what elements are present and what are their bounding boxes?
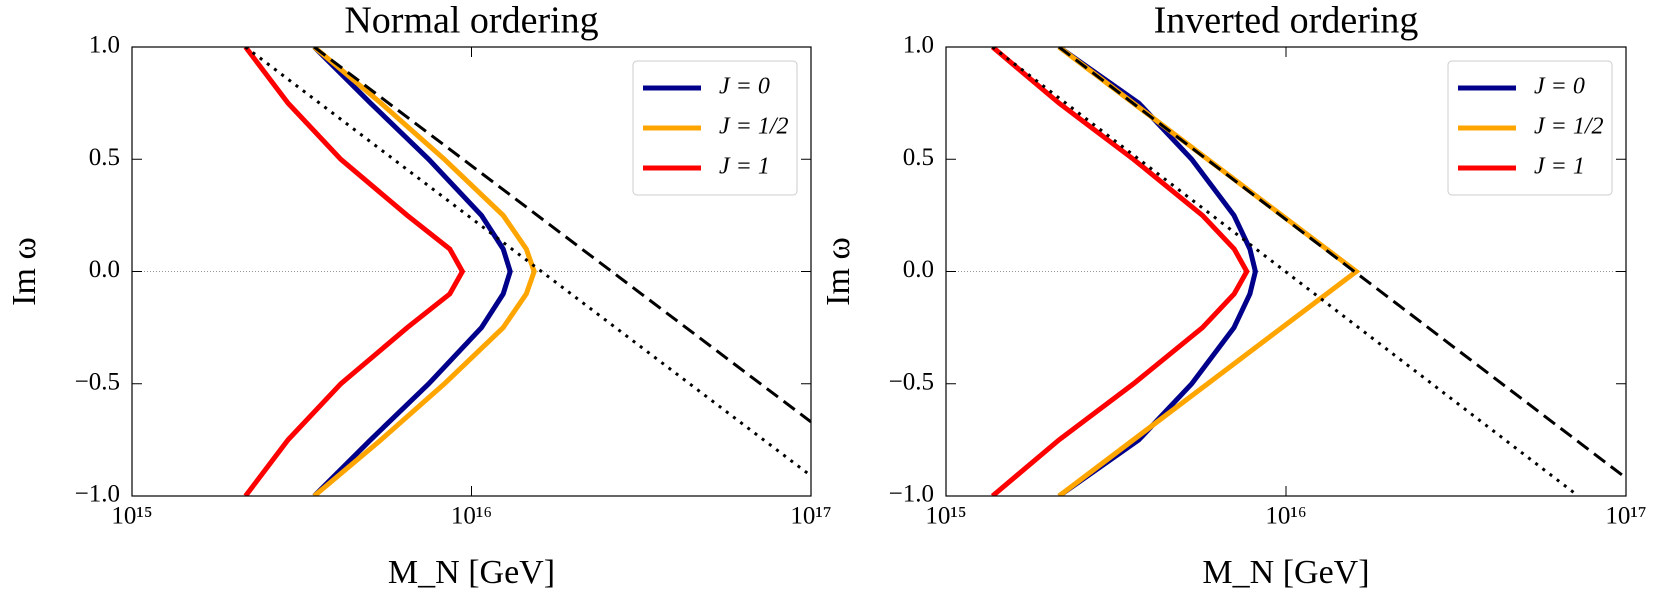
y-tick-label: −0.5	[889, 368, 934, 395]
y-tick-label: 0.5	[89, 144, 120, 171]
series-line	[990, 47, 1250, 496]
legend-label: J = 0	[1534, 74, 1585, 100]
x-tick-label: 10¹⁶	[1265, 503, 1306, 530]
legend-label: J = 0	[719, 74, 770, 100]
chart-title: Normal ordering	[344, 0, 598, 42]
y-axis-label: Im ω	[6, 237, 43, 306]
legend-label: J = 1/2	[1534, 114, 1604, 140]
legend-box	[632, 60, 798, 196]
series-line	[991, 47, 1580, 496]
y-axis-label: Im ω	[820, 237, 857, 306]
y-tick-label: 0.0	[89, 256, 120, 283]
series-line	[1057, 47, 1258, 496]
y-tick-label: −0.5	[75, 368, 120, 395]
y-tick-label: 1.0	[903, 32, 934, 59]
legend-label: J = 1	[1534, 154, 1585, 180]
series-line	[312, 47, 537, 496]
series-line	[1058, 47, 1626, 480]
y-tick-label: 0.0	[903, 256, 934, 283]
x-axis-label: M_N [GeV]	[388, 554, 555, 591]
x-axis-label: M_N [GeV]	[1202, 554, 1369, 591]
legend-label: J = 1/2	[719, 114, 789, 140]
x-tick-label: 10¹⁷	[1605, 503, 1646, 530]
y-tick-label: 0.5	[903, 144, 934, 171]
series-line	[244, 47, 811, 477]
x-tick-label: 10¹⁶	[451, 503, 492, 530]
plot-frame	[131, 46, 812, 497]
panel: Inverted ordering M_N [GeV] Im ω −1.0 −0.5 0.…	[820, 0, 1647, 591]
x-tick-label: 10¹⁵	[111, 503, 152, 530]
legend-label: J = 1	[719, 154, 770, 180]
plot-frame	[945, 46, 1627, 497]
series-line	[1057, 47, 1361, 496]
y-tick-label: 1.0	[89, 32, 120, 59]
y-tick-label: −1.0	[75, 481, 120, 508]
x-tick-label: 10¹⁷	[790, 503, 831, 530]
legend-box	[1447, 60, 1613, 196]
chart-title: Inverted ordering	[1154, 0, 1419, 42]
panel: Normal ordering M_N [GeV] Im ω −1.0 −0.5 0.0 0…	[6, 0, 832, 591]
series-line	[243, 47, 466, 496]
y-tick-label: −1.0	[889, 481, 934, 508]
series-line	[312, 47, 513, 496]
x-tick-label: 10¹⁵	[925, 503, 966, 530]
